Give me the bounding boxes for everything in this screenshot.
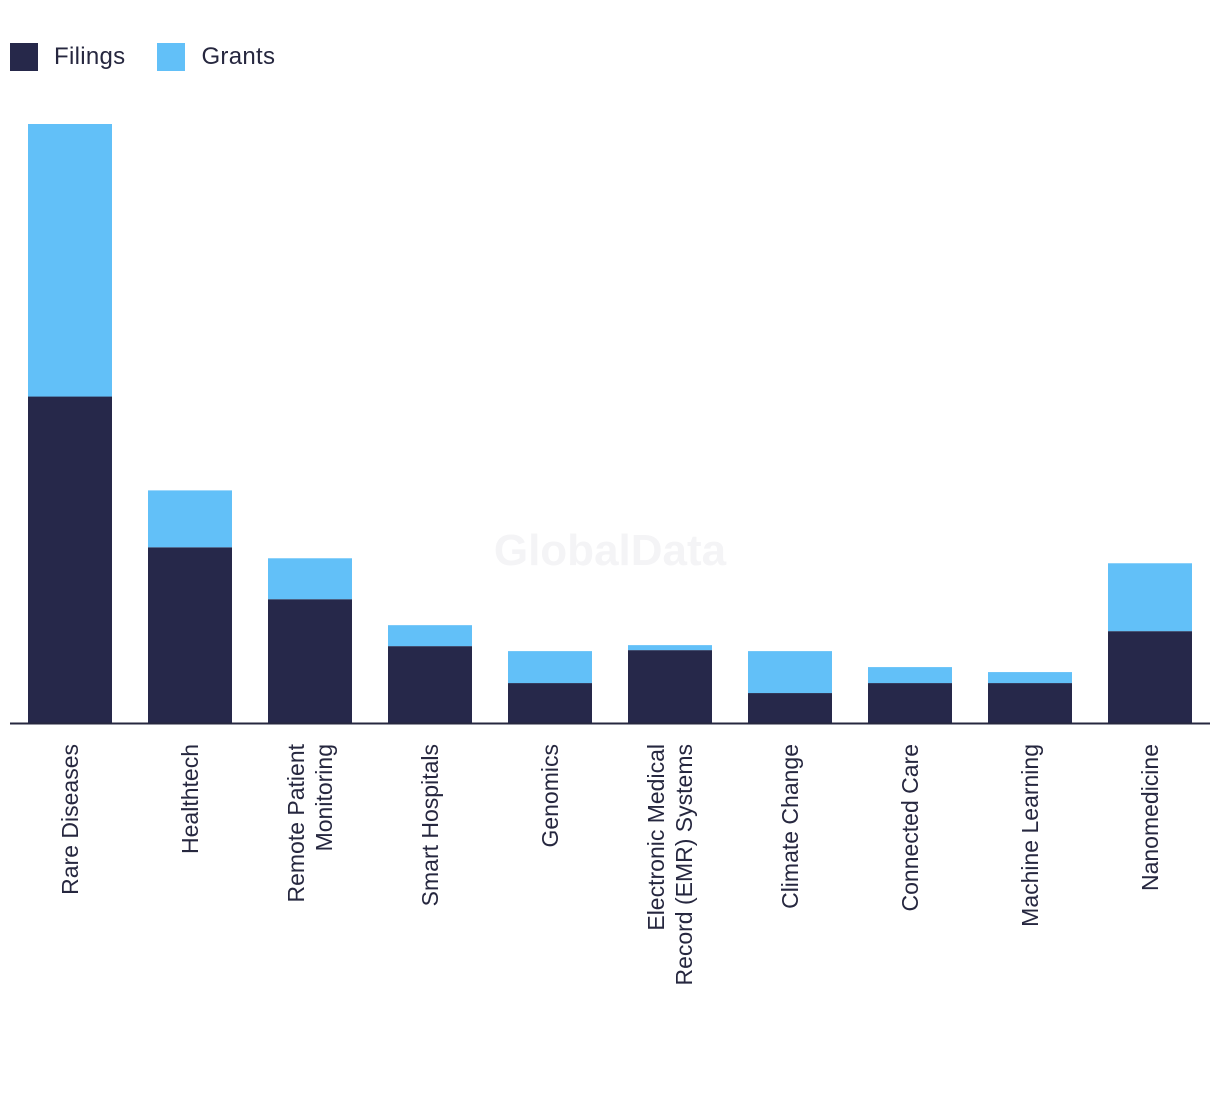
x-tick-label: Rare Diseases xyxy=(57,744,83,895)
x-tick-label: Remote PatientMonitoring xyxy=(283,743,337,902)
bar-grants-5 xyxy=(508,651,592,684)
bar-grants-10 xyxy=(1108,563,1192,632)
legend-swatch-grants xyxy=(157,43,186,71)
bar-filings-4 xyxy=(388,646,472,723)
bar-grants-2 xyxy=(148,490,232,548)
bar-filings-8 xyxy=(868,683,952,723)
watermark: GlobalData xyxy=(494,526,727,575)
bar-grants-6 xyxy=(628,645,712,651)
bar-grants-4 xyxy=(388,625,472,647)
bar-filings-10 xyxy=(1108,631,1192,723)
legend-item-grants: Grants xyxy=(157,43,275,71)
x-tick-label: Machine Learning xyxy=(1017,744,1043,927)
bar-filings-7 xyxy=(748,693,832,723)
x-tick-label: Connected Care xyxy=(897,744,923,912)
bar-filings-2 xyxy=(148,547,232,723)
bar-grants-9 xyxy=(988,672,1072,684)
bars-group xyxy=(28,124,1192,723)
category-labels-group: Rare Diseases Healthtech Remote PatientMon… xyxy=(57,743,1163,985)
legend-item-filings: Filings xyxy=(10,43,125,71)
bar-grants-1 xyxy=(28,124,112,397)
bar-filings-9 xyxy=(988,683,1072,723)
bar-filings-6 xyxy=(628,650,712,723)
legend-label-filings: Filings xyxy=(54,43,126,70)
bar-filings-3 xyxy=(268,599,352,723)
legend-label-grants: Grants xyxy=(201,43,276,70)
x-tick-label: Nanomedicine xyxy=(1137,744,1163,891)
bar-filings-1 xyxy=(28,396,112,723)
bar-grants-8 xyxy=(868,667,952,684)
x-tick-label: Genomics xyxy=(537,744,563,848)
x-tick-label: Smart Hospitals xyxy=(417,744,443,906)
legend-swatch-filings xyxy=(10,43,38,71)
x-tick-label: Healthtech xyxy=(177,744,203,854)
bar-grants-3 xyxy=(268,558,352,600)
x-tick-label: Climate Change xyxy=(777,744,803,909)
bar-grants-7 xyxy=(748,651,832,694)
chart-legend: Filings Grants xyxy=(10,43,307,71)
bar-filings-5 xyxy=(508,683,592,723)
x-tick-label: Electronic MedicalRecord (EMR) Systems xyxy=(643,744,697,986)
